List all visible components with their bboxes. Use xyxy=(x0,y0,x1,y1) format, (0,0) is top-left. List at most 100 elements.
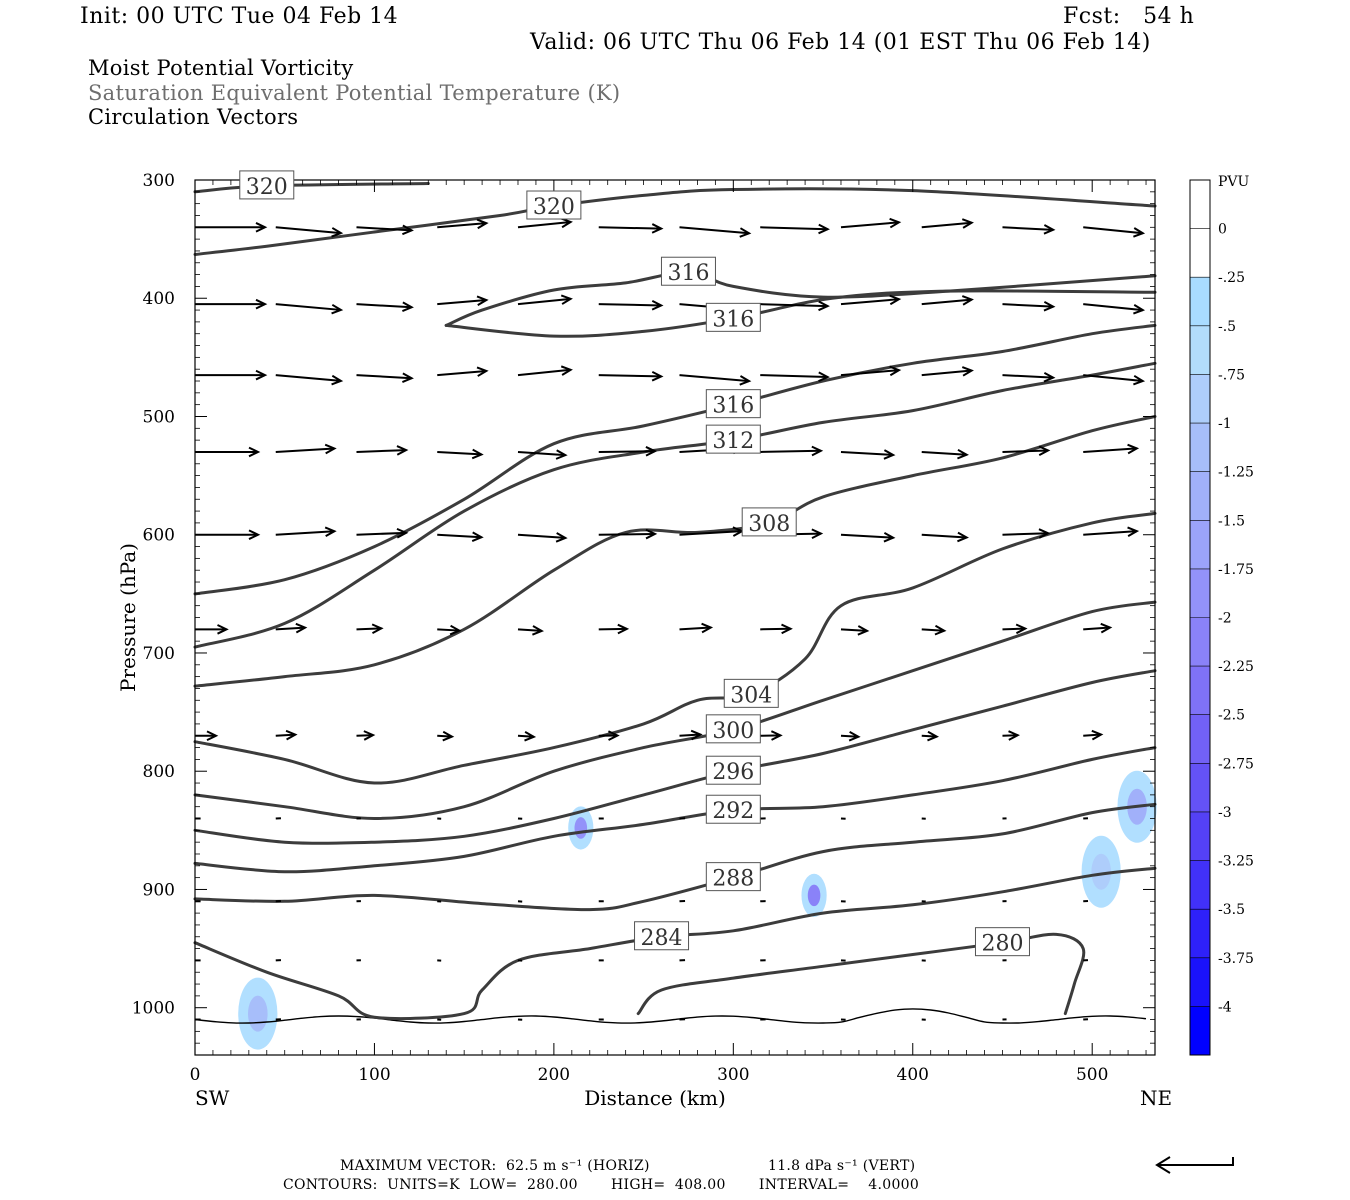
colorbar-swatch-12 xyxy=(1190,763,1210,812)
vector-5-8 xyxy=(840,625,870,636)
vector-5-10 xyxy=(1002,623,1028,635)
vector-5-9 xyxy=(921,624,947,636)
vector-2-7 xyxy=(760,371,830,383)
vector-2-6 xyxy=(679,374,752,386)
vector-shaft xyxy=(356,734,374,737)
vector-0-3 xyxy=(437,218,489,230)
vector-head xyxy=(442,730,455,742)
vector-6-1 xyxy=(275,729,298,741)
vector-0-4 xyxy=(517,217,573,229)
vector-head xyxy=(363,730,376,741)
theta-label-box xyxy=(705,302,761,332)
vector-shaft xyxy=(1002,303,1054,308)
vector-head xyxy=(396,527,409,539)
reference-vector xyxy=(1155,1156,1234,1174)
colorbar-swatch-13 xyxy=(1190,811,1210,861)
vector-0-7 xyxy=(760,223,830,235)
vector-shaft xyxy=(356,226,412,232)
vector-head xyxy=(818,300,830,312)
vector-0-9 xyxy=(921,218,974,229)
x-tick-label-200: 200 xyxy=(538,1065,570,1085)
vector-6-7 xyxy=(760,730,783,741)
vector-head xyxy=(770,730,783,741)
vector-head xyxy=(645,528,658,540)
colorbar-label-11: -2.75 xyxy=(1218,756,1254,772)
vector-head xyxy=(781,623,793,635)
colorbar-label-2: -.5 xyxy=(1218,319,1236,335)
colorbar-label-14: -3.5 xyxy=(1218,902,1245,918)
vector-head xyxy=(331,227,344,238)
vector-5-0 xyxy=(195,624,229,635)
theta-label-box xyxy=(660,256,716,286)
vector-shaft xyxy=(760,449,821,453)
vector-head xyxy=(476,366,489,377)
vector-head xyxy=(818,371,830,383)
theta-contour-288-11 xyxy=(193,802,1157,912)
vector-head xyxy=(1133,227,1146,238)
vector-head xyxy=(818,223,830,235)
theta-contour-296-9 xyxy=(193,669,1157,845)
vector-1-4 xyxy=(517,294,573,306)
theta-label-box xyxy=(705,424,761,454)
theta-label-box xyxy=(705,714,761,744)
vector-5-1 xyxy=(275,622,308,634)
vector-head xyxy=(248,529,261,540)
vector-shaft xyxy=(517,221,571,229)
vector-head xyxy=(690,729,703,741)
vector-shaft xyxy=(598,303,662,307)
vector-4-10 xyxy=(1002,528,1051,539)
theta-label-box xyxy=(705,862,761,892)
theta-contour-320-1 xyxy=(193,187,1157,256)
vector-5-7 xyxy=(760,623,793,635)
vector-shaft xyxy=(921,450,967,456)
vector-head xyxy=(883,531,896,543)
vector-shaft xyxy=(437,533,482,539)
vector-6-5 xyxy=(598,730,620,741)
colorbar-label-10: -2.5 xyxy=(1218,708,1245,724)
vector-head xyxy=(889,365,902,377)
vector-head xyxy=(927,730,940,742)
vector-2-8 xyxy=(840,365,902,377)
colorbar-label-1: -.25 xyxy=(1218,270,1245,286)
theta-label-text: 300 xyxy=(712,719,754,744)
vector-1-1 xyxy=(275,303,344,315)
vector-shaft xyxy=(760,226,828,231)
vector-shaft xyxy=(840,298,900,306)
vector-shaft xyxy=(679,530,743,536)
theta-label-320-1: 320 xyxy=(526,190,582,220)
theta-label-text: 316 xyxy=(712,307,754,332)
vector-head xyxy=(371,623,384,634)
colorbar-unit: PVU xyxy=(1218,174,1250,190)
vector-head xyxy=(1127,526,1140,537)
colorbar-swatch-1 xyxy=(1190,228,1210,278)
colorbar: PVU 0 -.25 -.5 -.75 -1 -1.25 -1.5 -1.75 -2 -2.25 -2… xyxy=(1155,174,1254,1174)
theta-label-text: 280 xyxy=(981,932,1023,957)
vector-2-1 xyxy=(275,374,344,386)
vector-3-7 xyxy=(760,445,824,457)
colorbar-swatch-16 xyxy=(1190,957,1210,1007)
vector-6-6 xyxy=(679,729,703,741)
vector-4-4 xyxy=(517,532,568,543)
colorbar-label-7: -1.75 xyxy=(1218,562,1254,578)
vector-1-0 xyxy=(195,298,268,310)
y-tick-label-900: 900 xyxy=(143,880,175,900)
vector-shaft xyxy=(275,303,342,311)
vector-2-4 xyxy=(517,365,573,377)
vector-shaft xyxy=(760,627,791,631)
colorbar-swatch-9 xyxy=(1190,617,1210,667)
theta-contour-292-10 xyxy=(193,746,1157,874)
theta-contour-312-5 xyxy=(193,361,1157,649)
vector-head xyxy=(324,526,337,538)
vector-head xyxy=(402,224,414,236)
vector-1-8 xyxy=(840,294,902,306)
reference-vector-shaft xyxy=(1157,1157,1234,1166)
vector-head xyxy=(739,227,752,238)
vector-shaft xyxy=(275,733,296,737)
colorbar-label-9: -2.25 xyxy=(1218,659,1254,675)
vector-shaft xyxy=(1002,449,1049,453)
colorbar-label-4: -1 xyxy=(1218,416,1232,432)
vector-4-9 xyxy=(921,531,969,543)
vector-3-11 xyxy=(1083,443,1140,455)
